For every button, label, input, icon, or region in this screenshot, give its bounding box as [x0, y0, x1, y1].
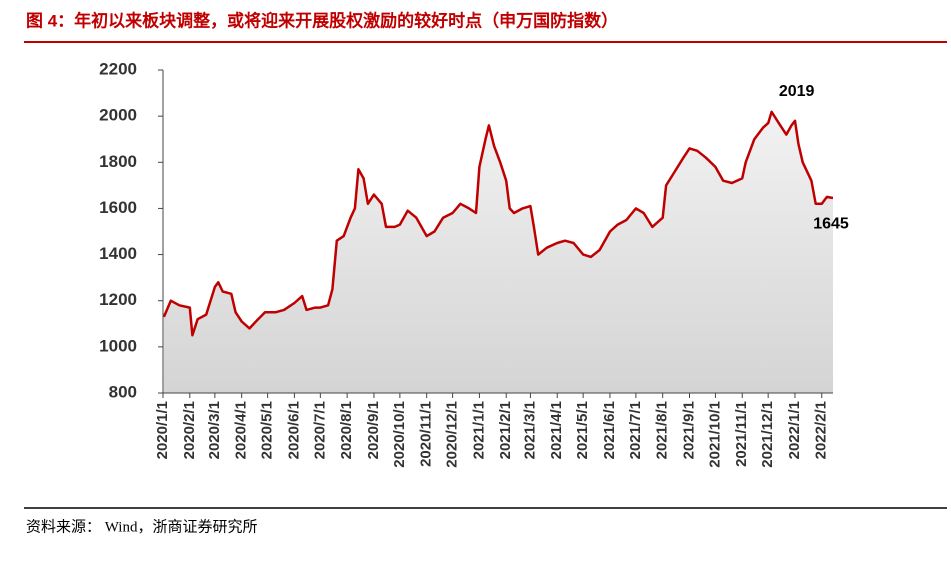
y-tick-label: 1600 [99, 198, 137, 217]
x-tick-label: 2020/6/1 [285, 401, 302, 459]
x-tick-label: 2022/1/1 [786, 401, 803, 459]
x-tick-label: 2020/10/1 [391, 401, 408, 468]
x-tick-label: 2020/11/1 [418, 401, 435, 467]
x-tick-label: 2021/3/1 [521, 401, 538, 459]
x-tick-label: 2021/12/1 [759, 401, 776, 468]
y-tick-label: 1000 [99, 336, 137, 355]
x-tick-label: 2020/4/1 [233, 401, 250, 459]
line [162, 110, 834, 337]
x-tick-label: 2020/12/1 [444, 401, 461, 468]
annotation: 2019 [779, 83, 815, 100]
x-tick-label: 2021/5/1 [574, 401, 591, 459]
x-tick-label: 2021/6/1 [601, 401, 618, 459]
y-tick-label: 1400 [99, 244, 137, 263]
x-tick-label: 2020/2/1 [181, 401, 198, 459]
x-tick-label: 2022/2/1 [813, 401, 830, 459]
x-tick-label: 2020/9/1 [365, 401, 382, 459]
y-tick-label: 2000 [99, 106, 137, 125]
x-tick-label: 2020/7/1 [311, 401, 328, 459]
x-tick-label: 2021/4/1 [548, 401, 565, 459]
x-tick-label: 2021/7/1 [627, 401, 644, 459]
x-tick-label: 2021/9/1 [680, 401, 697, 459]
x-tick-label: 2020/5/1 [259, 401, 276, 459]
chart-title: 图 4：年初以来板块调整，或将迎来开展股权激励的较好时点（申万国防指数） [26, 10, 618, 30]
x-tick-label: 2020/1/1 [154, 401, 171, 459]
y-tick-label: 800 [109, 382, 137, 401]
y-tick-label: 1200 [99, 290, 137, 309]
source: 资料来源： Wind，浙商证券研究所 [26, 518, 257, 535]
area [163, 111, 833, 394]
x-tick-label: 2021/8/1 [654, 401, 671, 459]
x-tick-label: 2021/10/1 [706, 401, 723, 468]
x-tick-label: 2020/3/1 [206, 401, 223, 459]
y-tick-label: 1800 [99, 152, 137, 171]
x-tick-label: 2021/11/1 [733, 401, 750, 467]
x-tick-label: 2021/2/1 [497, 401, 514, 459]
annotation: 1645 [813, 215, 849, 232]
x-tick-label: 2021/1/1 [470, 401, 487, 459]
y-tick-label: 2200 [99, 59, 137, 78]
x-tick-label: 2020/8/1 [338, 401, 355, 459]
